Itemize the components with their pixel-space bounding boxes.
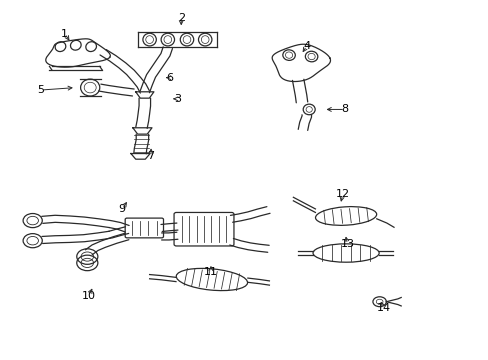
Text: 3: 3 bbox=[174, 94, 181, 104]
Text: 8: 8 bbox=[341, 104, 348, 114]
Text: 5: 5 bbox=[37, 85, 44, 95]
Text: 13: 13 bbox=[340, 239, 354, 249]
Text: 14: 14 bbox=[376, 303, 390, 313]
Text: 12: 12 bbox=[335, 189, 349, 199]
Text: 10: 10 bbox=[81, 291, 96, 301]
Text: 2: 2 bbox=[177, 13, 184, 23]
Text: 6: 6 bbox=[166, 73, 173, 83]
Text: 1: 1 bbox=[61, 28, 68, 39]
Text: 7: 7 bbox=[147, 151, 154, 161]
Text: 9: 9 bbox=[119, 204, 125, 214]
Text: 11: 11 bbox=[203, 267, 218, 277]
Text: 4: 4 bbox=[303, 41, 310, 51]
